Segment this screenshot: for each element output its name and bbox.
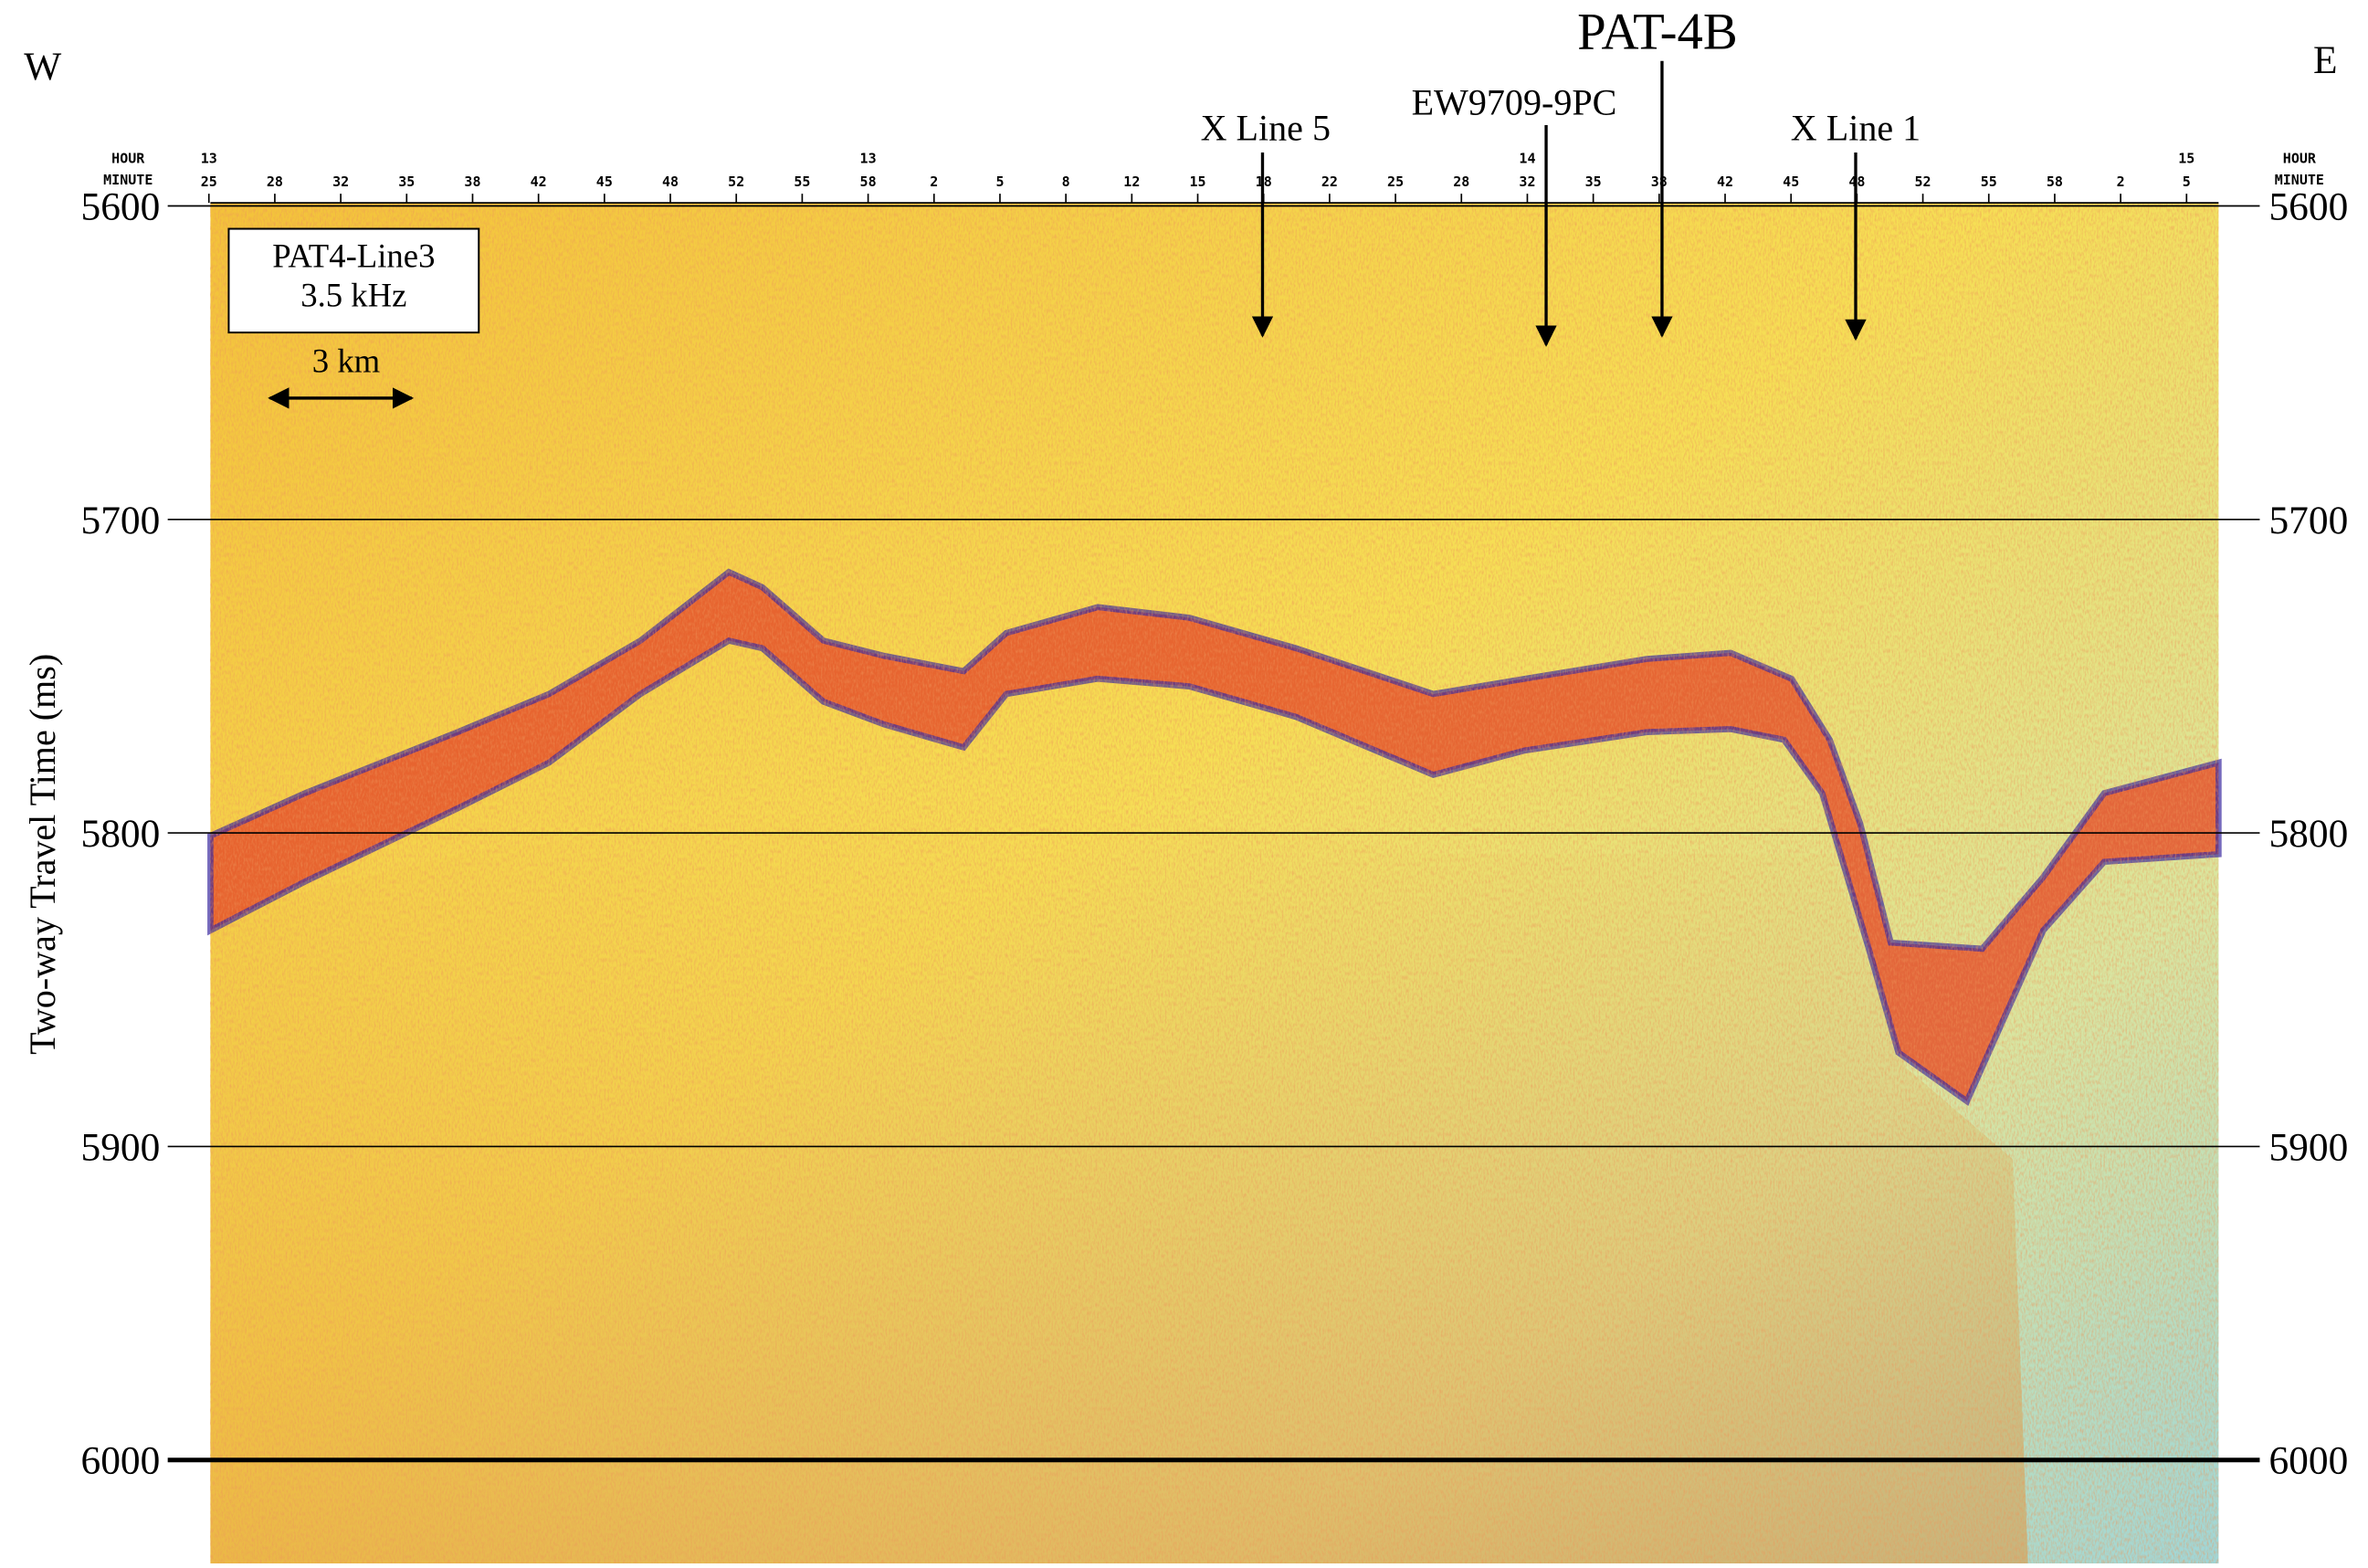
y-tick-label: 5900 (81, 1125, 161, 1169)
annotations: W E PAT-4B EW9709-9PC X Line 5 X Line 1 … (22, 3, 2337, 1054)
minute-tick-label: 52 (1915, 174, 1931, 190)
frequency: 3.5 kHz (300, 277, 406, 314)
line-name: PAT4-Line3 (272, 237, 435, 274)
minute-tick-label: 42 (531, 174, 547, 190)
profile-image (207, 203, 2222, 1563)
minute-tick-label: 32 (332, 174, 349, 190)
minute-label: MINUTE (103, 172, 153, 188)
minute-tick-label: 52 (728, 174, 744, 190)
minute-tick-label: 55 (794, 174, 810, 190)
hour-label: HOUR (2283, 151, 2317, 167)
y-tick-label: 5700 (2268, 499, 2348, 542)
y-tick-label: 5800 (81, 812, 161, 856)
minute-tick-label: 2 (2117, 174, 2125, 190)
minute-tick-label: 25 (201, 174, 217, 190)
minute-tick-label: 5 (2183, 174, 2191, 190)
y-tick-label: 5600 (81, 185, 161, 229)
minute-tick-label: 8 (1062, 174, 1070, 190)
crossline-label: X Line 5 (1201, 108, 1331, 149)
minute-tick-label: 48 (1848, 174, 1865, 190)
y-tick-label: 6000 (81, 1439, 161, 1483)
y-tick-label: 6000 (2268, 1439, 2348, 1483)
minute-tick-label: 28 (267, 174, 283, 190)
minute-tick-label: 12 (1123, 174, 1140, 190)
hour-tick-label: 13 (860, 151, 877, 167)
minute-tick-label: 38 (1651, 174, 1668, 190)
minute-tick-label: 42 (1717, 174, 1733, 190)
minute-tick-label: 58 (860, 174, 877, 190)
minute-label: MINUTE (2275, 172, 2324, 188)
y-tick-label: 5700 (81, 499, 161, 542)
crossline-label: X Line 1 (1791, 108, 1921, 149)
scale-bar-label: 3 km (312, 342, 380, 380)
hour-tick-label: 15 (2178, 151, 2194, 167)
minute-tick-label: 48 (662, 174, 679, 190)
minute-tick-label: 32 (1519, 174, 1535, 190)
west-label: W (24, 45, 61, 89)
hour-tick-label: 13 (201, 151, 217, 167)
minute-tick-label: 5 (995, 174, 1004, 190)
minute-tick-label: 22 (1321, 174, 1338, 190)
y-axis-title: Two-way Travel Time (ms) (22, 654, 63, 1055)
minute-tick-label: 58 (2047, 174, 2063, 190)
east-label: E (2313, 38, 2338, 82)
hour-tick-label: 14 (1519, 151, 1535, 167)
y-tick-label: 5600 (2268, 185, 2348, 229)
minute-tick-label: 35 (1585, 174, 1602, 190)
minute-tick-label: 45 (1783, 174, 1799, 190)
y-tick-label: 5800 (2268, 812, 2348, 856)
label-box (227, 227, 480, 334)
minute-tick-label: 25 (1387, 174, 1404, 190)
chart-title: PAT-4B (1577, 3, 1738, 60)
minute-tick-label: 38 (464, 174, 480, 190)
minute-tick-label: 35 (398, 174, 415, 190)
minute-tick-label: 15 (1189, 174, 1205, 190)
minute-tick-label: 28 (1453, 174, 1469, 190)
minute-tick-label: 18 (1256, 174, 1272, 190)
y-tick-label: 5900 (2268, 1125, 2348, 1169)
minute-tick-label: 2 (930, 174, 938, 190)
core-label: EW9709-9PC (1412, 81, 1617, 122)
minute-tick-label: 45 (596, 174, 613, 190)
hour-label: HOUR (111, 151, 145, 167)
minute-tick-label: 55 (1981, 174, 1997, 190)
